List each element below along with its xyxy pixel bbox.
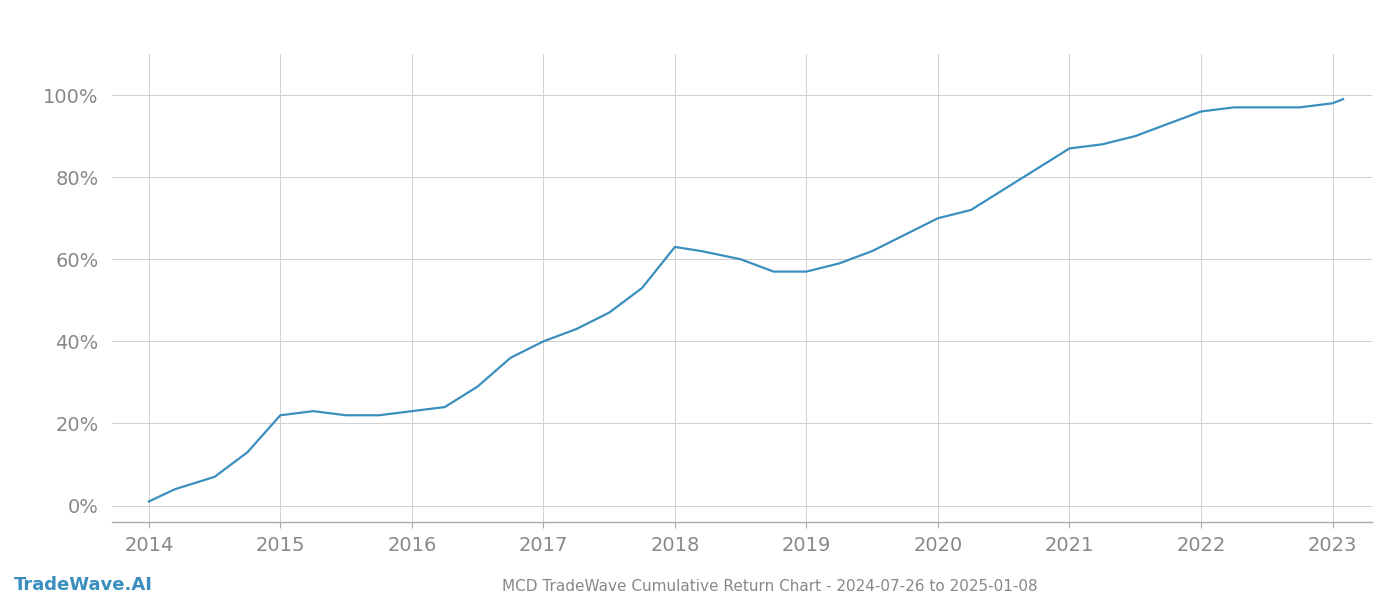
Text: MCD TradeWave Cumulative Return Chart - 2024-07-26 to 2025-01-08: MCD TradeWave Cumulative Return Chart - … [503,579,1037,594]
Text: TradeWave.AI: TradeWave.AI [14,576,153,594]
